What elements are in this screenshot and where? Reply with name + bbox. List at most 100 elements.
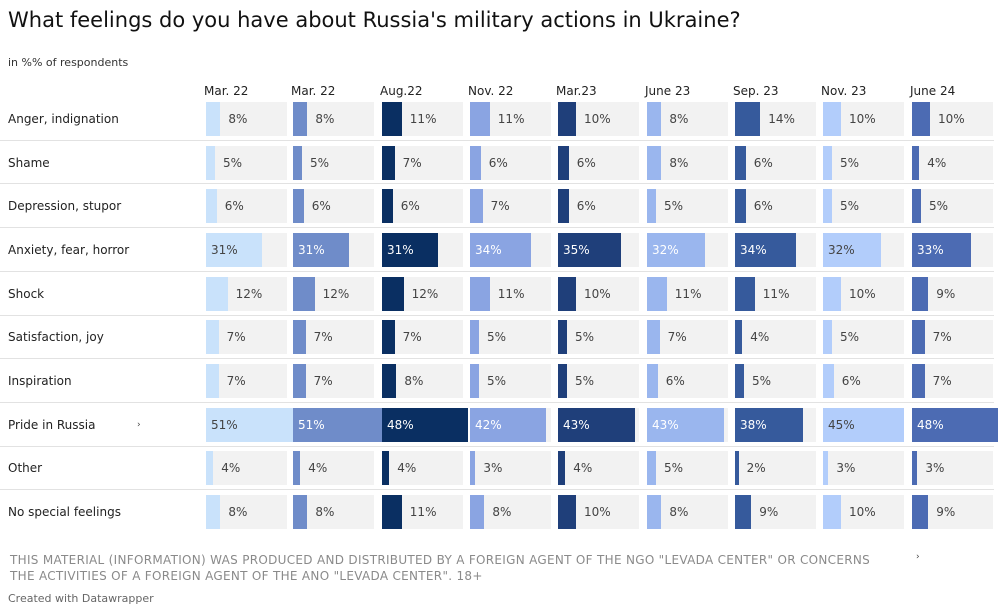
row-divider [0,139,994,141]
bar [558,145,569,180]
footer-marker: › [916,552,920,562]
data-label: 6% [753,199,773,214]
data-label: 7% [932,374,952,389]
bar [912,364,925,399]
bar-track [382,189,463,224]
row-divider [0,314,994,316]
bar [470,495,485,530]
bar [735,407,804,442]
bar-track [735,189,816,224]
bar-track [647,189,728,224]
bar [647,101,662,136]
bar [823,145,832,180]
bar [823,495,841,530]
bar-track [823,451,904,486]
bar [558,232,621,267]
bar-track [823,189,904,224]
bar-track [558,451,639,486]
bar [823,320,832,355]
bar [912,276,929,311]
bar [647,407,725,442]
bar [823,451,829,486]
bar [558,320,567,355]
bar-track [206,145,287,180]
data-label: 6% [488,155,508,170]
bar-track [470,364,551,399]
bar [206,320,219,355]
data-label: 7% [932,330,952,345]
data-label: 5% [487,374,507,389]
data-label: 10% [584,111,611,126]
data-label: 7% [402,155,422,170]
data-label: 9% [759,505,779,520]
bar-track [912,451,993,486]
bar [647,145,662,180]
data-label: 6% [753,155,773,170]
bar [470,145,481,180]
bar [470,407,546,442]
bar [382,232,438,267]
data-label: 38% [740,417,767,432]
row-label: Anger, indignation [8,111,119,126]
data-label: 5% [487,330,507,345]
bar [558,276,576,311]
bar [382,276,404,311]
chart-title: What feelings do you have about Russia's… [8,8,741,32]
bar [558,101,576,136]
data-label: 4% [573,461,593,476]
data-label: 34% [740,242,767,257]
bar-track [293,364,374,399]
bar [647,276,667,311]
data-label: 12% [235,286,263,301]
bar [823,189,832,224]
data-label: 5% [840,155,860,170]
bar [558,364,567,399]
data-label: 10% [849,111,876,126]
data-label: 9% [936,286,956,301]
datawrapper-credit[interactable]: Created with Datawrapper [8,592,154,605]
bar [470,101,490,136]
bar-track [558,364,639,399]
data-label: 6% [665,374,685,389]
column-header: Mar. 22 [204,84,249,98]
data-label: 4% [397,461,417,476]
foreign-agent-notice: THIS MATERIAL (INFORMATION) WAS PRODUCED… [10,553,871,583]
bar-track [470,145,551,180]
bar [470,276,490,311]
bar-track [206,320,287,355]
data-label: 42% [475,417,502,432]
data-label: 7% [226,374,246,389]
data-label: 10% [584,505,611,520]
bar-track [558,145,639,180]
bar-track [206,364,287,399]
bar [470,320,479,355]
data-label: 12% [322,286,350,301]
bar [470,364,479,399]
bar-track [293,451,374,486]
data-label: 6% [311,199,331,214]
bar [912,101,930,136]
bar-track [558,189,639,224]
bar [293,364,306,399]
row-divider [0,445,994,447]
bar [206,495,221,530]
data-label: 5% [575,330,595,345]
bar [470,189,483,224]
data-label: 11% [762,286,790,301]
data-label: 6% [841,374,861,389]
bar [206,101,221,136]
data-label: 8% [404,374,424,389]
row-divider [0,270,994,272]
data-label: 5% [840,330,860,345]
data-label: 11% [497,286,525,301]
data-label: 48% [387,417,414,432]
bar-track [382,320,463,355]
bar [647,189,656,224]
data-label: 7% [226,330,246,345]
data-label: 5% [575,374,595,389]
bar [206,451,214,486]
bar [823,364,834,399]
data-label: 2% [746,461,766,476]
data-label: 8% [669,505,689,520]
bar [382,189,393,224]
